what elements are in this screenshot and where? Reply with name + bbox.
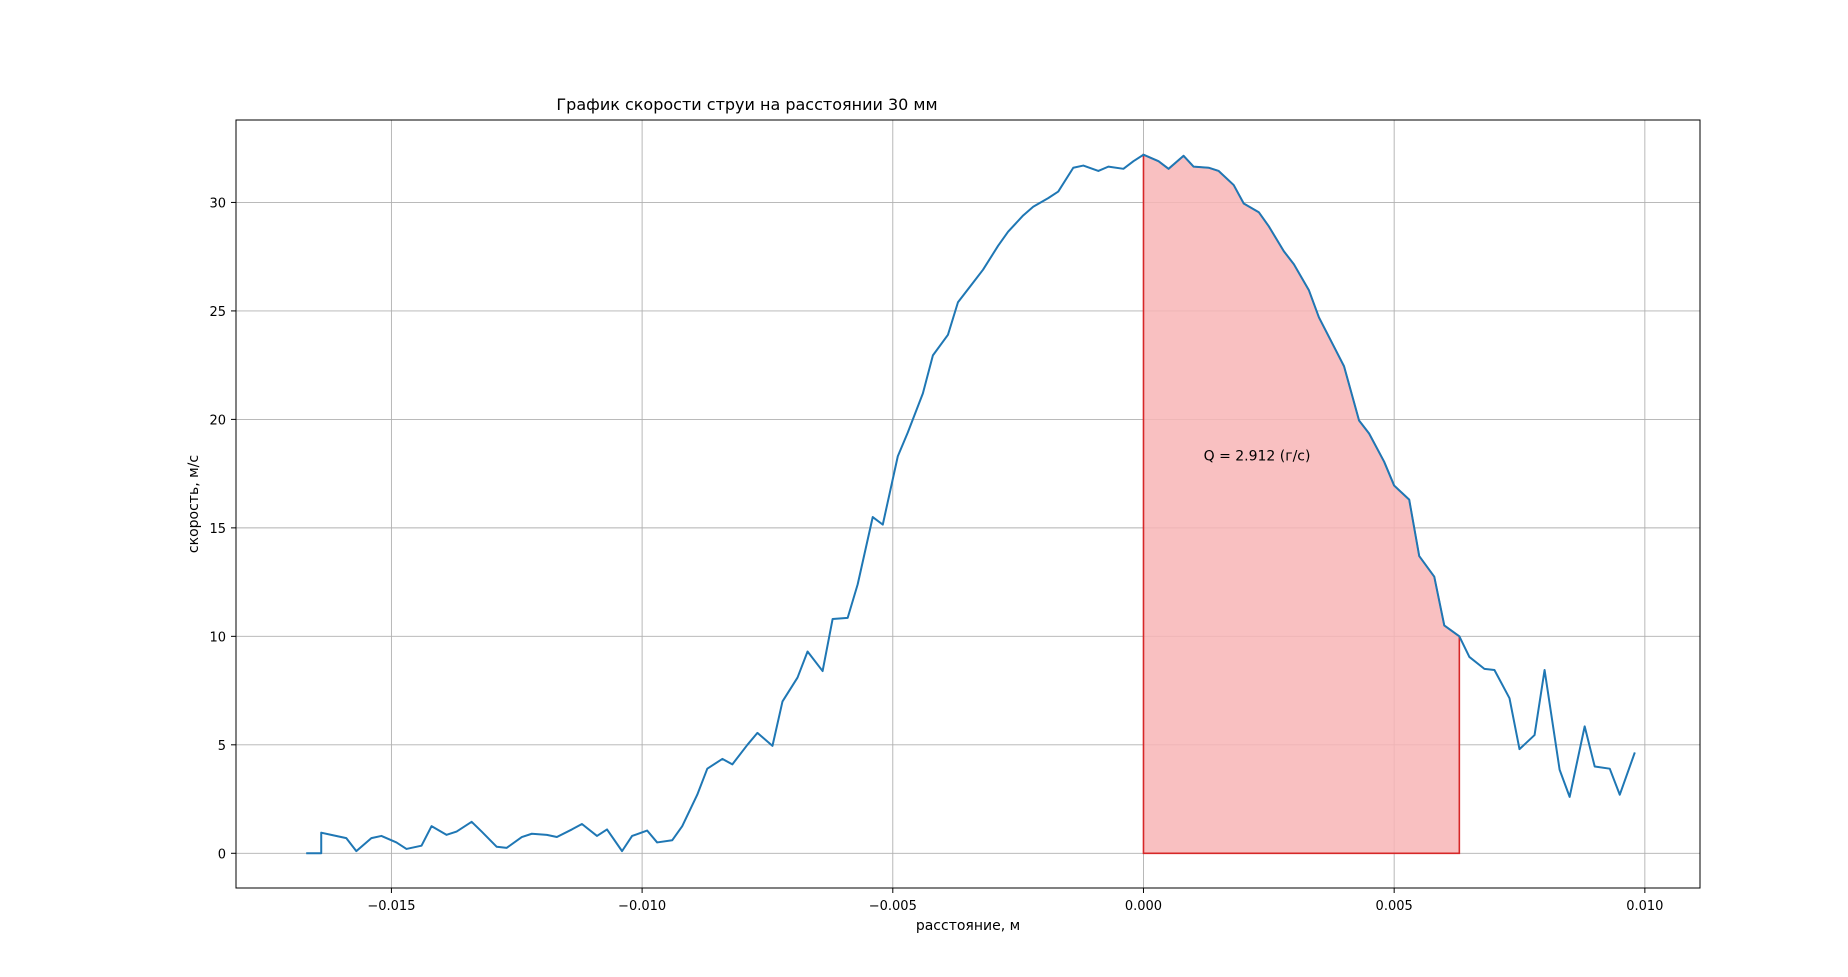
velocity-line (306, 153, 1636, 855)
y-tick-label: 25 (209, 305, 226, 320)
flow-rate-annotation: Q = 2.912 (г/с) (1204, 449, 1311, 465)
x-axis-label: расстояние, м (916, 918, 1020, 934)
x-tick-label: 0.005 (1376, 899, 1413, 914)
y-tick-label: 30 (209, 196, 226, 211)
data-series-group (306, 153, 1636, 855)
y-tick-label: 0 (218, 847, 226, 862)
plot-frame (235, 119, 1701, 889)
y-axis: 0 5 10 15 20 25 30 (209, 196, 236, 862)
y-tick-label: 15 (209, 522, 226, 537)
x-tick-label: −0.015 (367, 899, 415, 914)
y-axis-label: скорость, м/с (186, 455, 202, 553)
y-tick-label: 20 (209, 413, 226, 428)
chart-title: График скорости струи на расстоянии 30 м… (556, 95, 937, 114)
x-tick-label: −0.005 (869, 899, 917, 914)
x-tick-label: 0.010 (1626, 899, 1663, 914)
x-tick-label: 0.000 (1125, 899, 1162, 914)
x-tick-label: −0.010 (618, 899, 666, 914)
y-tick-label: 10 (209, 630, 226, 645)
y-tick-label: 5 (218, 739, 226, 754)
x-axis: −0.015 −0.010 −0.005 0.000 0.005 0.010 (367, 888, 1663, 914)
